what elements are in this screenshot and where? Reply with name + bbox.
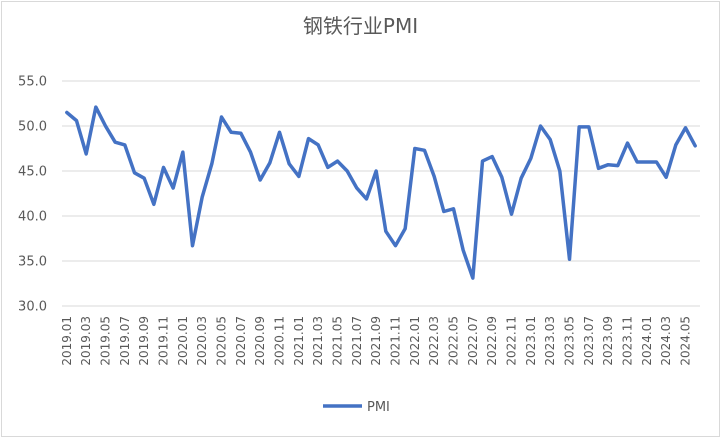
legend: PMI	[323, 400, 390, 415]
x-tick-label: 2020.09	[253, 316, 267, 366]
x-tick-label: 2020.03	[195, 316, 209, 366]
x-tick-label: 2024.05	[679, 316, 693, 366]
x-tick-label: 2020.05	[215, 316, 229, 366]
x-axis-ticks: 2019.01 2019.03 2019.05 2019.07 2019.09 2019.…	[60, 316, 693, 366]
y-axis-ticks: 30.0 35.0 40.0 45.0 50.0 55.0	[18, 75, 47, 315]
x-tick-label: 2021.05	[331, 316, 345, 366]
y-tick-label: 30.0	[18, 300, 47, 315]
x-tick-label: 2022.07	[466, 316, 480, 366]
y-tick-label: 50.0	[18, 120, 47, 135]
x-tick-label: 2021.01	[292, 316, 306, 366]
series-line-pmi	[65, 105, 697, 280]
x-tick-label: 2023.09	[601, 316, 615, 366]
x-tick-label: 2020.07	[234, 316, 248, 366]
legend-label-pmi: PMI	[367, 400, 390, 415]
x-tick-label: 2022.01	[408, 316, 422, 366]
x-tick-label: 2023.01	[524, 316, 538, 366]
y-tick-label: 55.0	[18, 75, 47, 90]
x-tick-label: 2024.01	[640, 316, 654, 366]
y-tick-label: 40.0	[18, 210, 47, 225]
series-layer	[65, 105, 697, 280]
x-tick-label: 2023.05	[563, 316, 577, 366]
x-tick-label: 2022.05	[447, 316, 461, 366]
x-tick-label: 2021.07	[350, 316, 364, 366]
x-tick-label: 2022.11	[505, 316, 519, 366]
x-tick-label: 2019.05	[99, 316, 113, 366]
x-tick-label: 2024.03	[659, 316, 673, 366]
x-tick-label: 2019.01	[60, 316, 74, 366]
x-tick-label: 2019.07	[118, 316, 132, 366]
x-tick-label: 2020.11	[273, 316, 287, 366]
x-tick-label: 2022.03	[427, 316, 441, 366]
y-tick-label: 35.0	[18, 255, 47, 270]
x-tick-label: 2021.03	[311, 316, 325, 366]
x-tick-label: 2019.11	[157, 316, 171, 366]
x-tick-label: 2021.11	[389, 316, 403, 366]
x-tick-label: 2021.09	[369, 316, 383, 366]
x-tick-label: 2023.03	[543, 316, 557, 366]
x-tick-label: 2019.03	[79, 316, 93, 366]
x-tick-label: 2022.09	[485, 316, 499, 366]
x-tick-label: 2023.11	[621, 316, 635, 366]
y-tick-label: 45.0	[18, 165, 47, 180]
gridlines	[62, 80, 700, 307]
chart-title: 钢铁行业PMI	[302, 14, 419, 38]
x-tick-label: 2023.07	[582, 316, 596, 366]
x-tick-label: 2020.01	[176, 316, 190, 366]
x-tick-label: 2019.09	[137, 316, 151, 366]
